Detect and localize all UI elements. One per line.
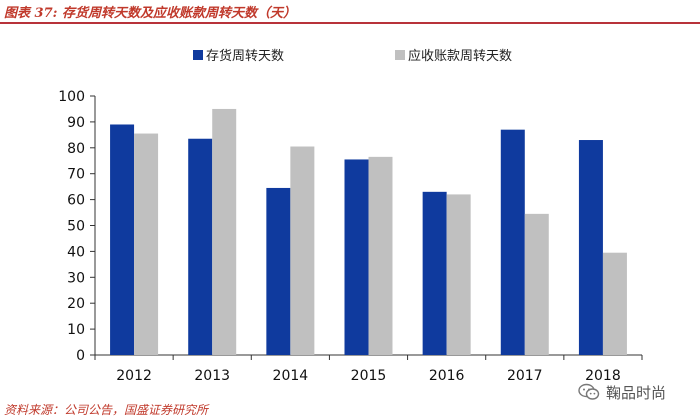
watermark-text: 鞠品时尚 [606,383,667,402]
chart-title: 图表 37: 存货周转天数及应收账款周转天数（天） [4,6,296,21]
legend-label: 应收账款周转天数 [408,48,512,64]
bar-receivable-days [212,108,237,355]
bars [110,108,627,356]
x-tick-label: 2014 [273,368,309,384]
x-tick-label: 2018 [585,368,621,384]
x-tick-label: 2013 [194,368,230,384]
y-tick-label: 0 [76,348,85,364]
legend: 存货周转天数 应收账款周转天数 [193,48,512,64]
bar-inventory-days [266,187,291,355]
y-tick-label: 100 [58,89,85,105]
legend-swatch [395,50,405,60]
bar-receivable-days [524,213,549,355]
watermark: 鞠品时尚 [578,381,666,403]
legend-swatch [193,50,203,60]
y-tick-label: 30 [67,270,85,286]
y-tick-label: 60 [67,193,85,209]
bar-inventory-days [422,191,447,355]
x-tick-label: 2016 [429,368,465,384]
bar-inventory-days [500,129,525,355]
y-tick-label: 50 [67,219,85,235]
x-tick-label: 2015 [351,368,387,384]
bar-inventory-days [578,140,603,355]
x-tick-label: 2012 [116,368,152,384]
axes: 0 10 20 30 40 50 60 70 80 90 100 2012 2013 2014 2015 20… [58,89,643,384]
bar-receivable-days [602,252,627,355]
bar-inventory-days [188,138,213,355]
bar-chart: 存货周转天数 应收账款周转天数 0 10 20 30 40 50 60 70 80 90 100 201… [58,48,643,384]
title-divider [0,22,700,24]
bar-inventory-days [110,124,135,356]
bar-receivable-days [290,146,315,355]
bar-inventory-days [344,159,369,355]
y-tick-label: 40 [67,244,85,260]
bar-receivable-days [134,133,159,355]
y-tick-label: 90 [67,115,85,131]
bar-receivable-days [446,194,471,355]
wechat-icon [578,383,600,400]
title-bar: 图表 37: 存货周转天数及应收账款周转天数（天） [0,0,700,24]
bar-receivable-days [368,156,393,355]
y-tick-label: 80 [67,141,85,157]
y-tick-label: 20 [67,296,85,312]
source-note: 资料来源：公司公告，国盛证券研究所 [4,403,209,417]
y-tick-label: 70 [67,167,85,183]
y-tick-label: 10 [67,322,85,338]
x-tick-label: 2017 [507,368,543,384]
legend-label: 存货周转天数 [206,48,284,64]
